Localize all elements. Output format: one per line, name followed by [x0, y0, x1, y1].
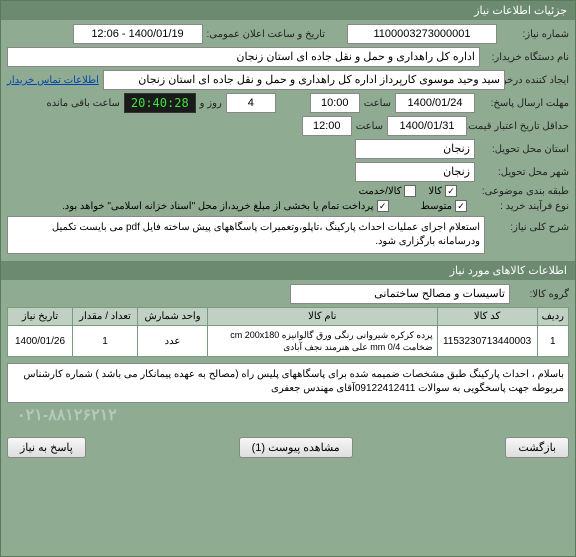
pub-datetime-value: 1400/01/19 - 12:06	[73, 24, 203, 44]
price-valid-label: حداقل تاریخ اعتبار قیمت: تا تاریخ:	[471, 121, 569, 132]
buyer-org-value: اداره کل راهداری و حمل و نقل جاده ای است…	[7, 47, 480, 67]
buy-type-label: نوع فرآیند خرید :	[479, 201, 569, 212]
supplier-note: باسلام ، احداث پارکینگ طبق مشخصات ضمیمه …	[7, 363, 569, 403]
hours-left-label: ساعت باقی مانده	[46, 98, 119, 109]
need-description: استعلام اجرای عملیات احداث پارکینگ ،تاپل…	[7, 216, 485, 254]
buyer-org-label: نام دستگاه خریدار:	[484, 52, 569, 63]
service-checkbox[interactable]	[404, 185, 416, 197]
deadline-date: 1400/01/24	[395, 93, 475, 113]
panel-title: جزئیات اطلاعات نیاز	[1, 1, 575, 20]
table-header-row: ردیف کد کالا نام کالا واحد شمارش تعداد /…	[8, 308, 569, 326]
time-label-1: ساعت	[364, 98, 391, 109]
form-body: شماره نیاز: 1100003273000001 تاریخ و ساع…	[1, 20, 575, 261]
th-qty: تعداد / مقدار	[73, 308, 138, 326]
service-cb-label: کالا/خدمت	[359, 186, 402, 197]
price-valid-time: 12:00	[302, 116, 352, 136]
countdown-timer: 20:40:28	[124, 93, 196, 113]
days-label: روز و	[200, 98, 222, 109]
th-name: نام کالا	[208, 308, 438, 326]
items-table: ردیف کد کالا نام کالا واحد شمارش تعداد /…	[7, 307, 569, 357]
need-no-value: 1100003273000001	[347, 24, 497, 44]
creator-label: ایجاد کننده درخواست:	[509, 75, 569, 86]
deliver-city-value: زنجان	[355, 162, 475, 182]
th-code: کد کالا	[437, 308, 537, 326]
footer: بازگشت مشاهده پیوست (1) پاسخ به نیاز	[1, 431, 575, 464]
th-date: تاریخ نیاز	[8, 308, 73, 326]
treasury-checkbox[interactable]: ✓	[377, 200, 389, 212]
pub-datetime-label: تاریخ و ساعت اعلان عمومی:	[207, 29, 326, 40]
reply-button[interactable]: پاسخ به نیاز	[7, 437, 86, 458]
cell-unit: عدد	[138, 326, 208, 357]
mid-checkbox[interactable]: ✓	[455, 200, 467, 212]
desc-label: شرح کلی نیاز:	[489, 216, 569, 233]
deadline-label: مهلت ارسال پاسخ:	[479, 98, 569, 109]
time-label-2: ساعت	[356, 121, 383, 132]
goods-group-label: گروه کالا:	[514, 289, 569, 300]
cell-idx: 1	[537, 326, 568, 357]
need-details-panel: جزئیات اطلاعات نیاز شماره نیاز: 11000032…	[0, 0, 576, 557]
phone-watermark: ۰۲۱-۸۸۱۲۶۲۱۲	[7, 403, 569, 427]
pay-note: پرداخت تمام یا بخشی از مبلغ خرید،از محل …	[62, 201, 374, 212]
days-remaining: 4	[226, 93, 276, 113]
buyer-contact-link[interactable]: اطلاعات تماس خریدار	[7, 75, 99, 86]
need-no-label: شماره نیاز:	[501, 29, 569, 40]
deliver-prov-value: زنجان	[355, 139, 475, 159]
view-attachments-button[interactable]: مشاهده پیوست (1)	[239, 437, 353, 458]
goods-group-value: تاسیسات و مصالح ساختمانی	[290, 284, 510, 304]
cell-name: پرده کرکره شیروانی رنگی ورق گالوانیزه cm…	[208, 326, 438, 357]
cell-code: 1153230713440003	[437, 326, 537, 357]
items-section-title: اطلاعات کالاهای مورد نیاز	[1, 261, 575, 280]
creator-value: سید وحید موسوی کارپرداز اداره کل راهداری…	[103, 70, 505, 90]
goods-cb-label: کالا	[428, 186, 442, 197]
th-unit: واحد شمارش	[138, 308, 208, 326]
subject-group-label: طبقه بندی موضوعی:	[469, 186, 569, 197]
th-idx: ردیف	[537, 308, 568, 326]
deliver-prov-label: استان محل تحویل:	[479, 144, 569, 155]
cell-qty: 1	[73, 326, 138, 357]
back-button[interactable]: بازگشت	[505, 437, 569, 458]
goods-checkbox[interactable]: ✓	[445, 185, 457, 197]
deadline-time: 10:00	[310, 93, 360, 113]
price-valid-date: 1400/01/31	[387, 116, 467, 136]
table-row[interactable]: 1 1153230713440003 پرده کرکره شیروانی رن…	[8, 326, 569, 357]
mid-cb-label: متوسط	[421, 201, 452, 212]
cell-date: 1400/01/26	[8, 326, 73, 357]
deliver-city-label: شهر محل تحویل:	[479, 167, 569, 178]
